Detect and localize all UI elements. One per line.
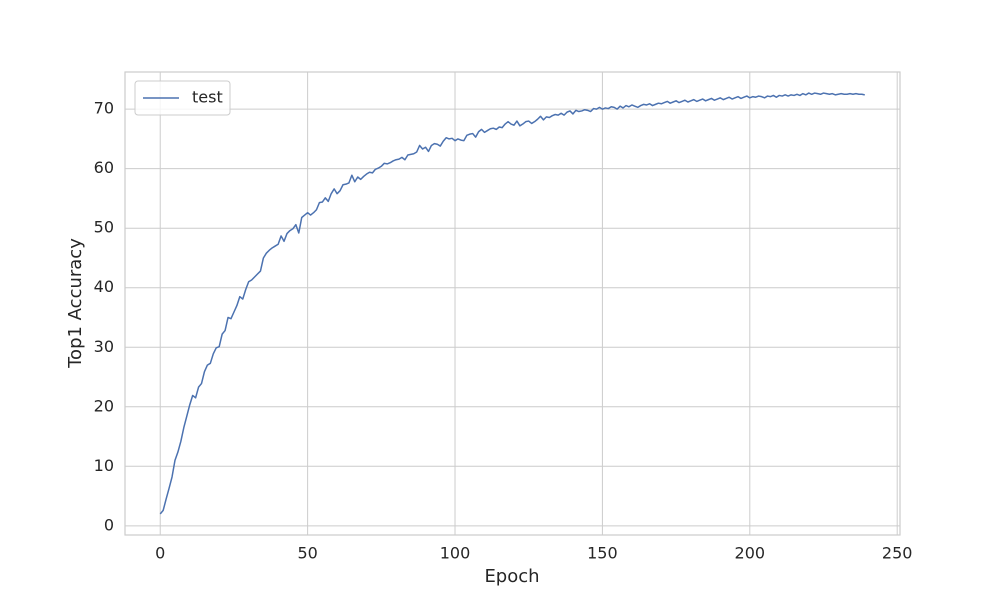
y-tick-label: 40 [94,277,114,296]
y-tick-label: 70 [94,99,114,118]
x-tick-label: 50 [297,544,317,563]
y-tick-label: 60 [94,158,114,177]
legend-label: test [192,88,223,107]
legend: test [134,80,231,116]
x-axis-label: Epoch [484,566,539,587]
x-tick-label: 200 [735,544,766,563]
y-axis-label: Top1 Accuracy [65,238,86,369]
y-tick-label: 30 [94,337,114,356]
x-tick-label: 100 [440,544,471,563]
y-tick-label: 10 [94,456,114,475]
y-tick-label: 50 [94,218,114,237]
y-tick-label: 0 [104,515,114,534]
x-tick-label: 150 [587,544,618,563]
y-tick-label: 20 [94,396,114,415]
x-tick-label: 0 [155,544,165,563]
legend-box [134,80,231,116]
plot-frame [124,71,901,536]
data-line [159,92,865,515]
x-tick-label: 250 [882,544,913,563]
